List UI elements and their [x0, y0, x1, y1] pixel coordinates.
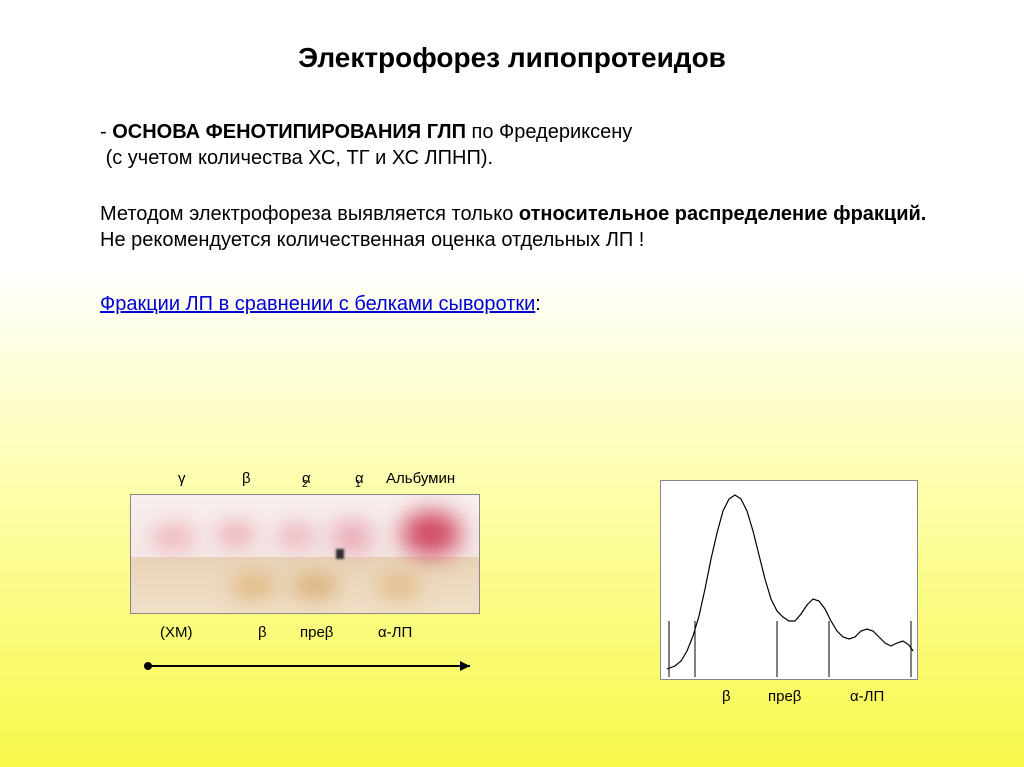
- label-gamma: γ: [178, 470, 186, 487]
- p2-c: Не рекомендуется количественная оценка о…: [100, 229, 644, 251]
- slide-body: - ОСНОВА ФЕНОТИПИРОВАНИЯ ГЛП по Фредерик…: [0, 74, 1024, 317]
- densitogram-box: [660, 480, 918, 680]
- p2-b: относительное распределение фракций.: [519, 203, 926, 225]
- gel-figure: γ β α2 α1 Альбумин (ХМ) β преβ α-ЛП: [130, 470, 510, 670]
- label-beta: β: [242, 470, 251, 487]
- slide-title: Электрофорез липопротеидов: [0, 0, 1024, 74]
- gel-band: [151, 523, 196, 551]
- densitogram-labels: β преβ α-ЛП: [660, 688, 920, 710]
- label-prebeta: преβ: [300, 624, 333, 641]
- gel-band: [231, 573, 276, 599]
- gel-midmark: [336, 549, 344, 559]
- protein-labels-top: γ β α2 α1 Альбумин: [130, 470, 510, 492]
- label-alpha1: α1: [355, 470, 361, 490]
- p1-rest: по Фредериксену: [466, 121, 632, 143]
- label-albumin: Альбумин: [386, 470, 455, 487]
- migration-arrow: [130, 660, 510, 670]
- p1-bold: ОСНОВА ФЕНОТИПИРОВАНИЯ ГЛП: [112, 121, 466, 143]
- gel-band: [276, 523, 316, 549]
- p1-prefix: -: [100, 121, 112, 143]
- label-beta-lp: β: [258, 624, 267, 641]
- label-alpha-lp: α-ЛП: [378, 624, 412, 641]
- gel-band: [216, 521, 256, 547]
- gel-image: [130, 494, 480, 614]
- colon: :: [535, 293, 541, 315]
- paragraph-2: Методом электрофореза выявляется только …: [100, 201, 934, 253]
- fractions-link[interactable]: Фракции ЛП в сравнении с белками сыворот…: [100, 293, 535, 315]
- dlabel-prebeta: преβ: [768, 688, 801, 705]
- dlabel-beta: β: [722, 688, 731, 705]
- label-xm: (ХМ): [160, 624, 193, 641]
- gel-band: [291, 573, 339, 599]
- label-alpha2: α2: [302, 470, 308, 490]
- gel-band: [376, 573, 421, 599]
- gel-band: [401, 511, 461, 556]
- lp-labels-bottom: (ХМ) β преβ α-ЛП: [130, 624, 510, 646]
- dlabel-alpha-lp: α-ЛП: [850, 688, 884, 705]
- p2-a: Методом электрофореза выявляется только: [100, 203, 519, 225]
- p1-line2: (с учетом количества ХС, ТГ и ХС ЛПНП).: [106, 147, 494, 169]
- densitogram-figure: β преβ α-ЛП: [660, 480, 920, 710]
- link-line: Фракции ЛП в сравнении с белками сыворот…: [100, 291, 934, 317]
- paragraph-1: - ОСНОВА ФЕНОТИПИРОВАНИЯ ГЛП по Фредерик…: [100, 119, 934, 171]
